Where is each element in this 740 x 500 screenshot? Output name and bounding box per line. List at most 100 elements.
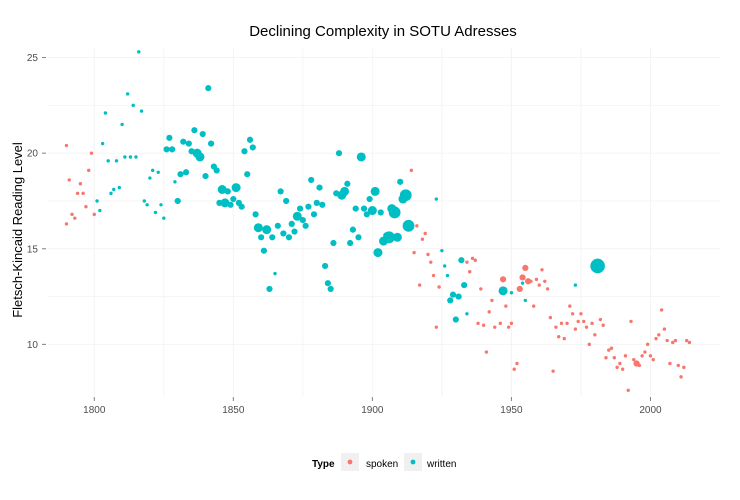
data-point-written (217, 184, 227, 194)
data-point-written (299, 216, 306, 224)
series-spoken (64, 143, 692, 392)
data-point-written (310, 211, 318, 218)
data-point-written (455, 293, 462, 300)
data-point-written (182, 169, 190, 176)
data-point-written (95, 199, 99, 203)
data-point-spoken (426, 252, 430, 257)
x-tick-label: 2000 (639, 405, 662, 416)
data-point-written (98, 208, 102, 213)
data-point-written (330, 239, 337, 247)
data-point-written (373, 248, 383, 258)
data-point-written (498, 286, 508, 296)
data-point-written (302, 222, 309, 229)
data-point-spoken (584, 325, 589, 329)
data-point-written (120, 122, 124, 127)
data-point-spoken (487, 310, 491, 314)
data-point-spoken (687, 340, 692, 345)
data-point-spoken (551, 369, 555, 373)
data-point-written (319, 201, 326, 208)
data-point-spoken (657, 333, 661, 337)
data-point-written (173, 180, 177, 184)
data-point-spoken (75, 191, 80, 196)
data-point-spoken (665, 338, 669, 343)
data-point-spoken (623, 354, 628, 358)
data-point-written (402, 219, 415, 232)
data-point-spoken (412, 250, 416, 255)
data-point-written (231, 183, 241, 193)
data-point-spoken (593, 333, 597, 337)
data-point-written (288, 220, 295, 228)
data-point-written (156, 170, 160, 174)
data-point-spoken (516, 285, 523, 293)
legend: Type spoken written (312, 453, 456, 471)
data-point-written (399, 189, 412, 202)
data-point-spoken (612, 356, 617, 360)
data-point-written (262, 225, 272, 235)
data-point-written (447, 297, 454, 304)
data-point-written (153, 210, 158, 215)
data-point-written (148, 176, 152, 180)
data-point-written (356, 152, 366, 162)
data-points (64, 50, 692, 392)
data-point-written (224, 188, 231, 195)
data-point-spoken (684, 338, 689, 343)
data-point-spoken (645, 342, 650, 347)
data-point-written (169, 146, 176, 153)
data-point-spoken (67, 178, 71, 182)
data-point-written (367, 206, 377, 216)
data-point-spoken (565, 321, 569, 326)
legend-marker-written (410, 459, 416, 465)
data-point-spoken (654, 336, 658, 341)
data-point-spoken (559, 321, 564, 326)
data-point-spoken (557, 335, 561, 339)
data-point-written (199, 130, 206, 138)
data-point-written (283, 197, 290, 205)
data-point-written (440, 248, 444, 253)
data-point-spoken (676, 363, 680, 368)
data-point-written (347, 239, 354, 247)
data-point-written (238, 203, 245, 210)
data-point-spoken (434, 325, 439, 329)
data-point-written (207, 140, 215, 147)
data-point-written (344, 180, 351, 187)
data-point-written (573, 283, 578, 287)
data-point-spoken (554, 325, 558, 329)
data-point-spoken (415, 224, 419, 228)
data-point-spoken (643, 350, 647, 354)
data-point-written (327, 285, 334, 293)
y-tick-label: 20 (27, 149, 39, 160)
x-tick-label: 1800 (83, 405, 106, 416)
y-tick-label: 10 (27, 340, 39, 351)
data-point-spoken (537, 283, 541, 287)
data-point-spoken (417, 283, 422, 287)
data-point-spoken (70, 212, 74, 217)
data-point-spoken (476, 321, 480, 326)
data-point-written (103, 111, 108, 115)
data-point-spoken (484, 350, 489, 354)
data-point-spoken (632, 357, 636, 362)
data-point-spoken (468, 270, 472, 274)
data-point-written (458, 257, 465, 264)
data-point-written (273, 271, 277, 276)
data-point-written (123, 155, 127, 159)
data-point-written (366, 195, 373, 203)
data-point-spoken (682, 365, 686, 370)
data-point-spoken (429, 260, 433, 264)
series-written (95, 50, 605, 323)
data-point-spoken (668, 361, 672, 366)
data-point-written (465, 312, 469, 316)
x-tick-label: 1900 (361, 405, 384, 416)
data-point-written (159, 203, 163, 207)
data-point-spoken (648, 354, 653, 358)
data-point-spoken (548, 315, 553, 320)
data-point-spoken (465, 260, 469, 264)
data-point-spoken (568, 304, 572, 308)
data-point-written (177, 171, 184, 178)
data-point-written (280, 230, 287, 237)
data-point-spoken (529, 279, 533, 283)
data-point-spoken (562, 336, 566, 341)
data-point-written (166, 134, 173, 141)
data-point-spoken (531, 304, 536, 308)
data-point-spoken (78, 182, 83, 186)
data-point-written (174, 197, 181, 205)
